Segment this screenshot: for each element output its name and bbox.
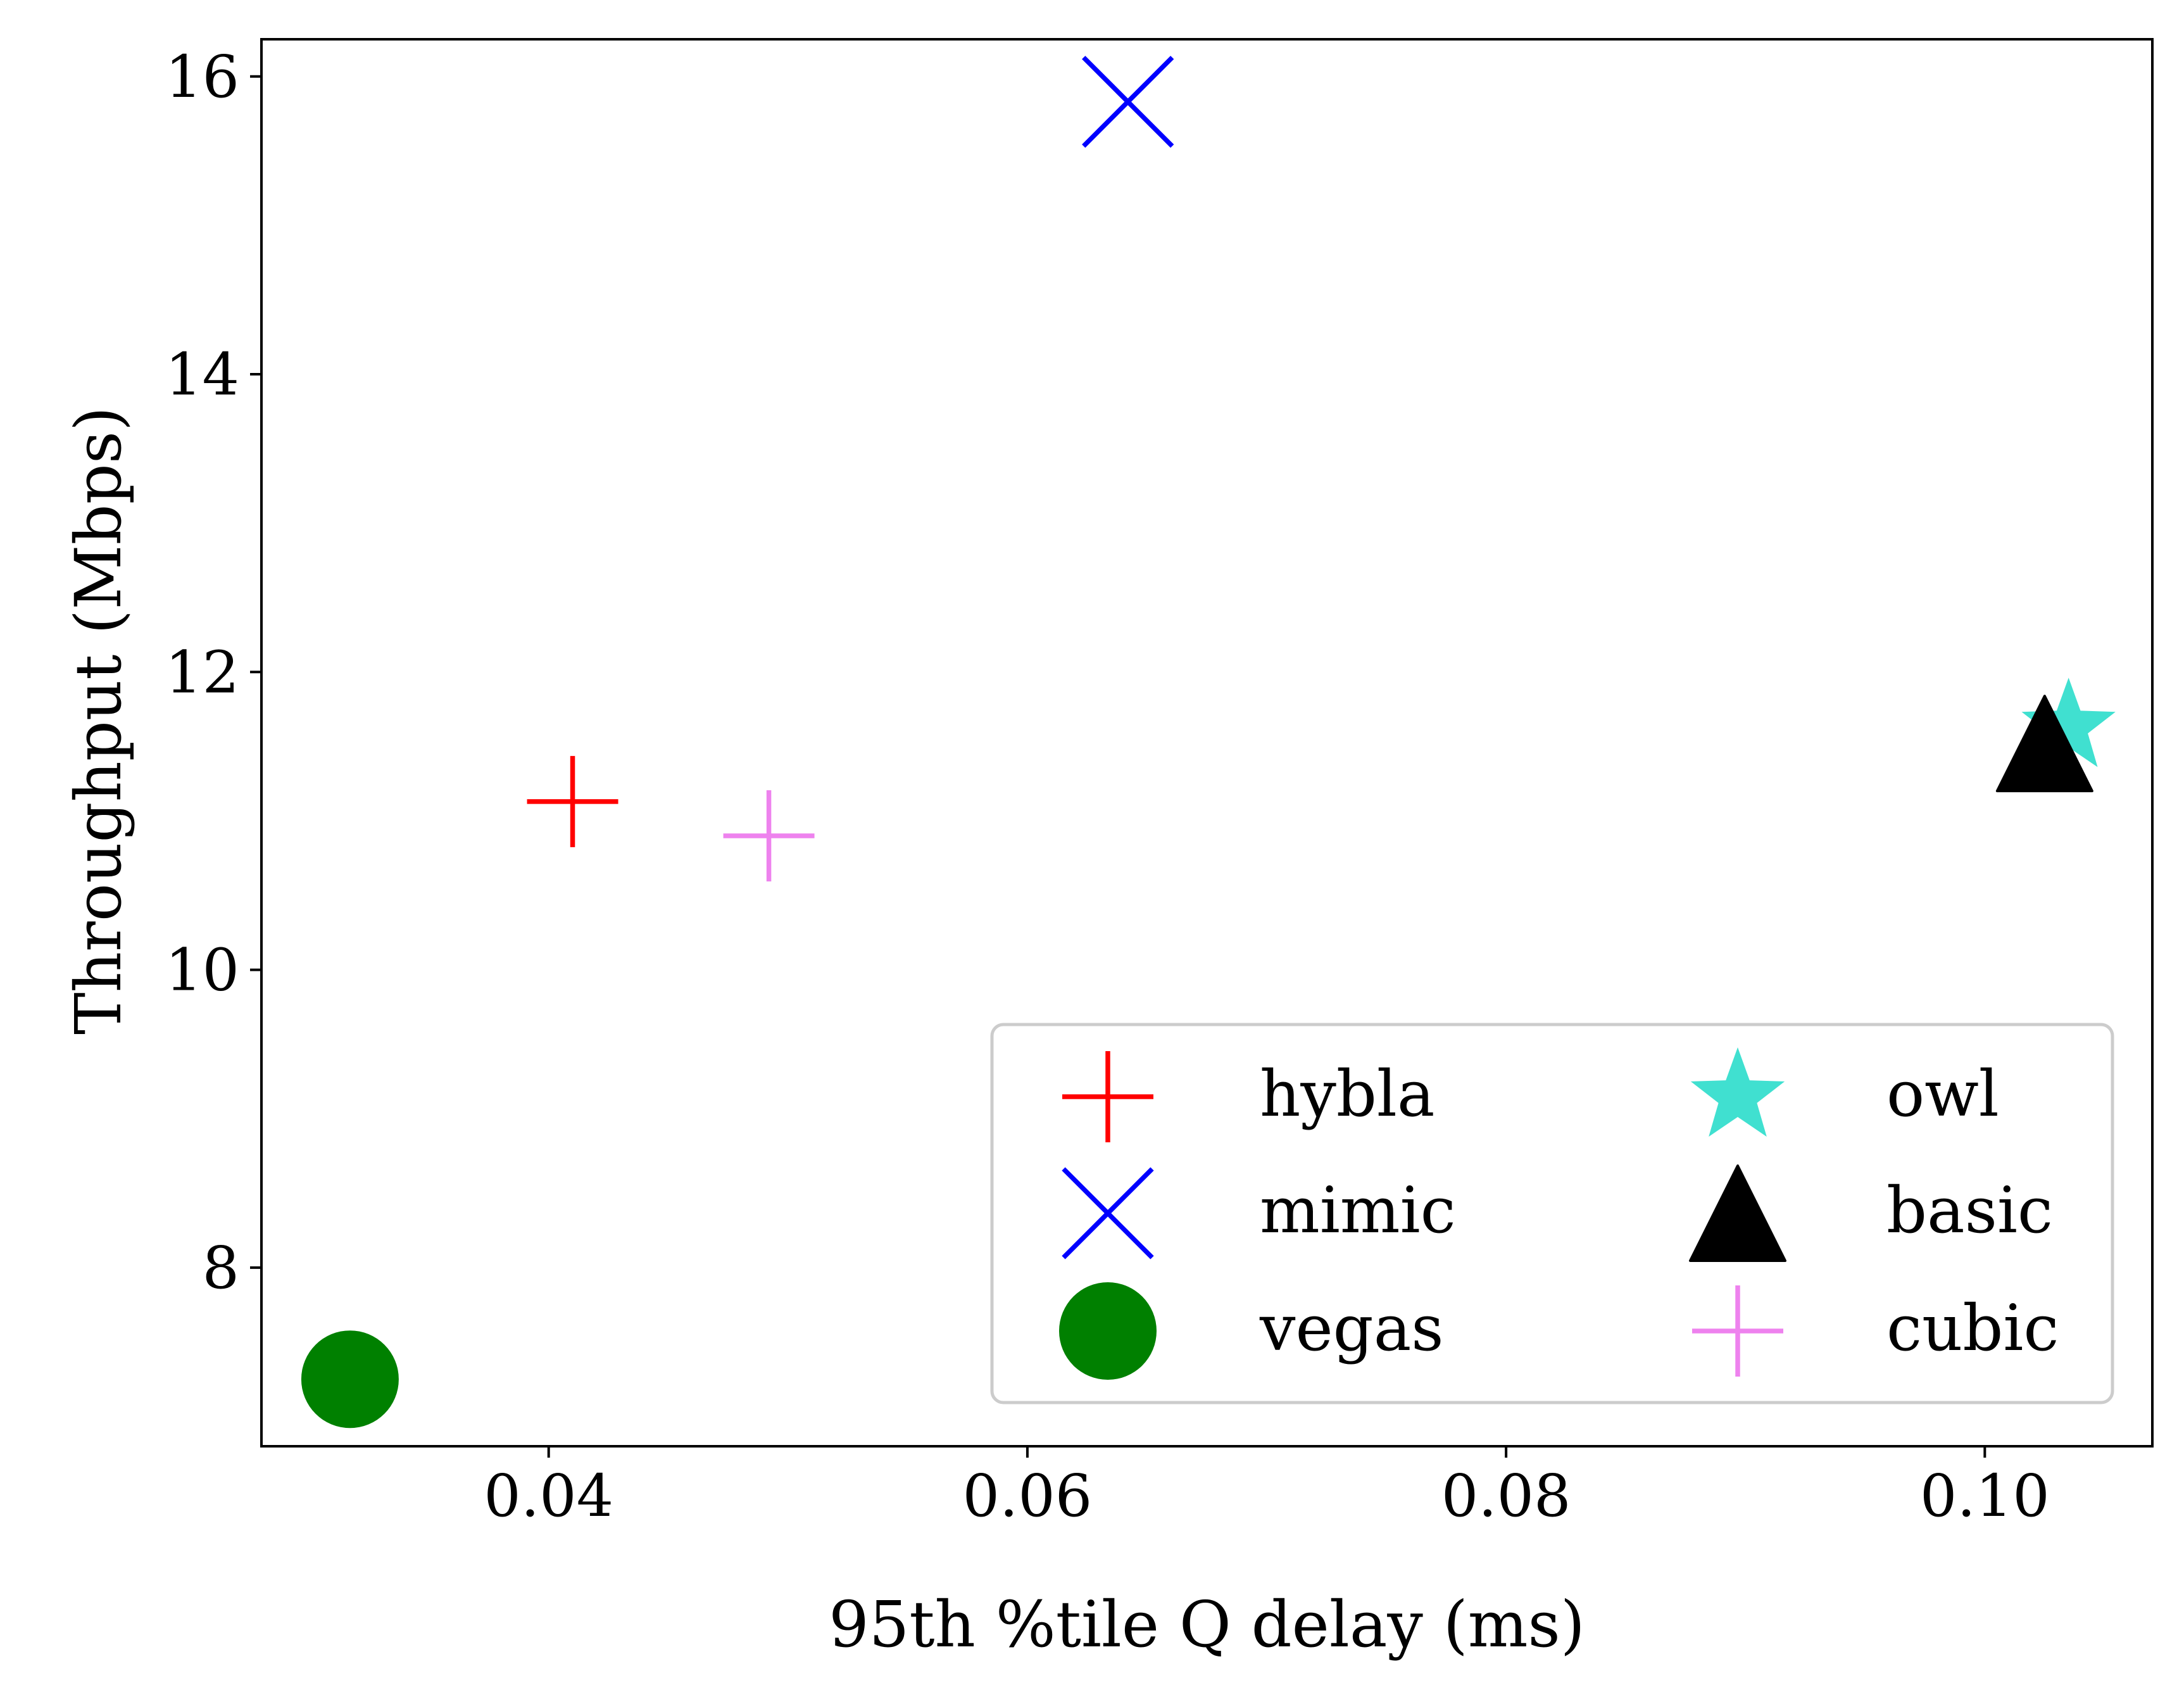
legend-marker-owl — [1690, 1047, 1785, 1137]
point-hybla — [527, 755, 618, 847]
legend-label-vegas: vegas — [1259, 1291, 1444, 1365]
legend-label-cubic: cubic — [1886, 1291, 2059, 1365]
y-tick-label: 12 — [165, 638, 239, 706]
y-tick-label: 14 — [165, 341, 239, 408]
y-tick-label: 8 — [202, 1234, 239, 1302]
plot-frame — [260, 38, 2154, 1448]
y-axis-label: Throughput (Mbps) — [61, 407, 135, 1035]
legend-label-mimic: mimic — [1260, 1173, 1456, 1247]
legend: hybla mimic vegas owl basic cubic — [990, 1023, 2114, 1404]
legend-marker-mimic — [1062, 1167, 1154, 1259]
x-axis-label: 95th %tile Q delay (ms) — [829, 1587, 1585, 1662]
legend-marker-cubic — [1692, 1285, 1783, 1377]
point-basic — [1995, 695, 2093, 793]
legend-label-hybla: hybla — [1260, 1057, 1435, 1131]
point-mimic — [1082, 56, 1174, 148]
axis-ticks: 0.04 0.06 0.08 0.10 8 10 12 14 16 — [165, 43, 2050, 1530]
point-owl — [2021, 678, 2116, 767]
point-cubic — [723, 790, 815, 881]
point-vegas — [301, 1330, 399, 1429]
y-tick-label: 10 — [165, 937, 239, 1004]
x-tick-label: 0.04 — [484, 1462, 613, 1530]
legend-frame — [990, 1023, 2114, 1404]
y-tick-label: 16 — [165, 43, 239, 111]
legend-marker-vegas — [1059, 1282, 1157, 1380]
legend-marker-hybla — [1062, 1051, 1153, 1142]
x-tick-label: 0.10 — [1920, 1462, 2050, 1530]
data-marks — [301, 56, 2116, 1429]
x-tick-label: 0.06 — [963, 1462, 1093, 1530]
legend-label-basic: basic — [1886, 1173, 2053, 1247]
legend-label-owl: owl — [1886, 1057, 1999, 1131]
x-tick-label: 0.08 — [1441, 1462, 1571, 1530]
legend-marker-basic — [1689, 1164, 1786, 1262]
